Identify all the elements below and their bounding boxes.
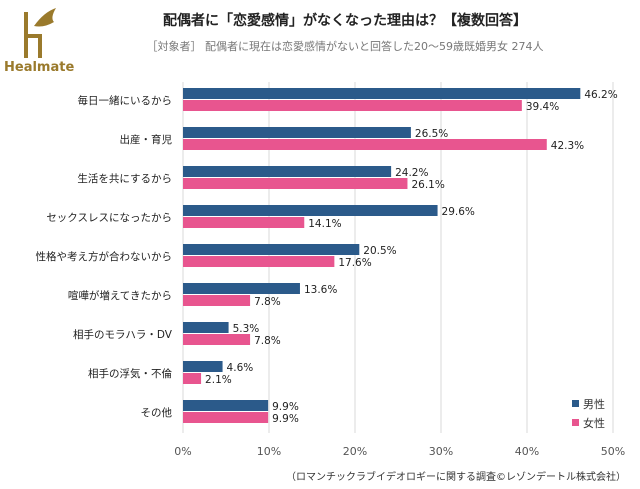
healmate-logo bbox=[24, 8, 56, 58]
data-label: 7.8% bbox=[254, 296, 281, 308]
bar-male bbox=[183, 166, 392, 177]
bar-female bbox=[183, 178, 408, 189]
category-label: 出産・育児 bbox=[120, 133, 173, 146]
x-tick-label: 50% bbox=[601, 445, 625, 458]
category-label: セックスレスになったから bbox=[46, 212, 172, 224]
bar-female bbox=[183, 295, 251, 306]
legend-label: 女性 bbox=[583, 416, 605, 430]
legend-swatch bbox=[572, 419, 579, 426]
category-label: その他 bbox=[141, 406, 173, 419]
data-label: 26.1% bbox=[411, 179, 444, 191]
legend-label: 男性 bbox=[583, 397, 605, 411]
category-label: 喧嘩が増えてきたから bbox=[68, 289, 172, 302]
x-tick-label: 10% bbox=[257, 445, 281, 458]
bar-female bbox=[183, 217, 305, 228]
data-label: 13.6% bbox=[304, 284, 337, 296]
category-label: 毎日一緒にいるから bbox=[78, 94, 173, 107]
data-label: 39.4% bbox=[526, 101, 559, 113]
bar-female bbox=[183, 412, 269, 423]
chart-title: 配偶者に「恋愛感情」がなくなった理由は？【複数回答】 bbox=[163, 13, 527, 29]
category-label: 性格や考え方が合わないから bbox=[36, 250, 173, 263]
bar-male bbox=[183, 88, 581, 99]
data-label: 5.3% bbox=[233, 323, 260, 335]
chart-subtitle: ［対象者］ 配偶者に現在は恋愛感情がないと回答した20～59歳既婚男女 274人 bbox=[146, 40, 544, 53]
category-label: 生活を共にするから bbox=[77, 172, 172, 185]
source-note: （ロマンチックラブイデオロギーに関する調査©レゾンデートル株式会社） bbox=[286, 472, 626, 483]
data-label: 9.9% bbox=[272, 401, 299, 413]
bar-female bbox=[183, 100, 522, 111]
data-label: 24.2% bbox=[395, 167, 428, 179]
bar-male bbox=[183, 244, 360, 255]
bar-female bbox=[183, 139, 547, 150]
x-tick-label: 40% bbox=[515, 445, 539, 458]
category-label: 相手のモラハラ・DV bbox=[73, 328, 173, 341]
x-tick-label: 20% bbox=[343, 445, 367, 458]
data-label: 9.9% bbox=[272, 413, 299, 425]
bar-female bbox=[183, 256, 335, 267]
data-label: 20.5% bbox=[363, 245, 396, 257]
data-label: 2.1% bbox=[205, 374, 232, 386]
bar-female bbox=[183, 334, 251, 345]
data-label: 4.6% bbox=[227, 362, 254, 374]
brand-name: Healmate bbox=[4, 60, 75, 75]
bar-male bbox=[183, 322, 229, 333]
data-label: 46.2% bbox=[584, 89, 617, 101]
legend-swatch bbox=[572, 400, 579, 407]
bar-male bbox=[183, 400, 269, 411]
data-label: 29.6% bbox=[442, 206, 475, 218]
bar-female bbox=[183, 373, 202, 384]
bar-male bbox=[183, 127, 411, 138]
bar-male bbox=[183, 283, 300, 294]
category-label: 相手の浮気・不倫 bbox=[88, 367, 172, 380]
x-tick-label: 30% bbox=[429, 445, 453, 458]
bar-male bbox=[183, 361, 223, 372]
data-label: 14.1% bbox=[308, 218, 341, 230]
data-label: 17.6% bbox=[338, 257, 371, 269]
x-tick-label: 0% bbox=[174, 445, 191, 458]
bar-male bbox=[183, 205, 438, 216]
data-label: 7.8% bbox=[254, 335, 281, 347]
data-label: 42.3% bbox=[551, 140, 584, 152]
data-label: 26.5% bbox=[415, 128, 448, 140]
